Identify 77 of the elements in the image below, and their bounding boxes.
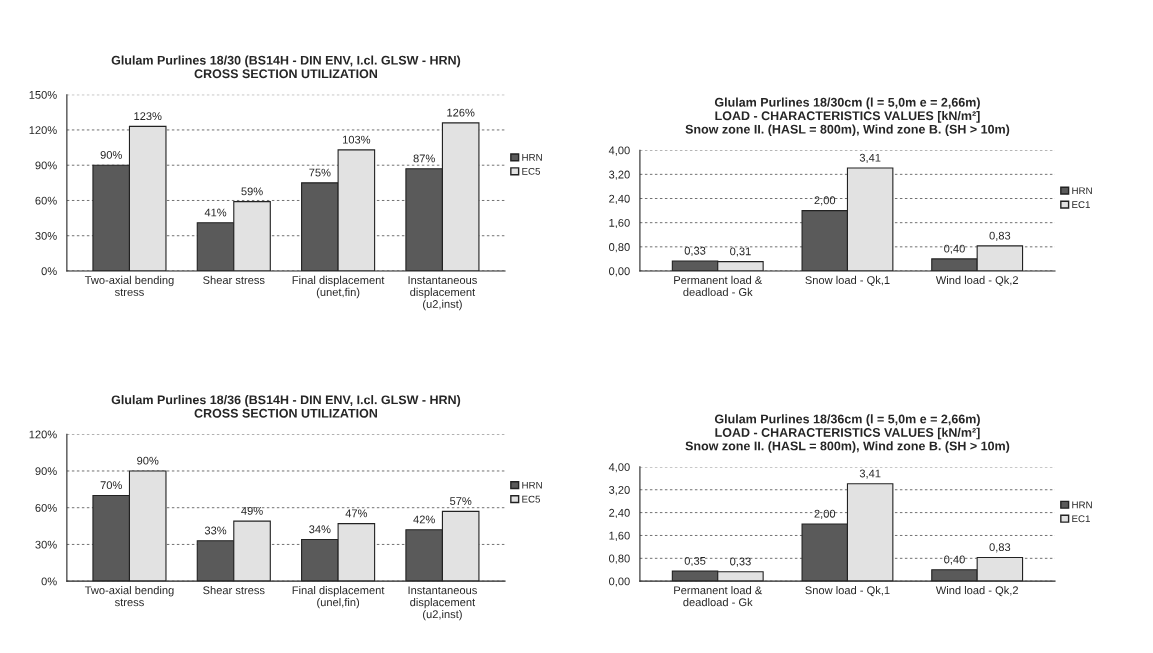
x-tick-label: Instantaneous displacement (u2,inst) — [408, 586, 477, 621]
y-tick-label: 1,60 — [609, 218, 630, 229]
x-tick-label: Instantaneous displacement (u2,inst) — [408, 276, 477, 311]
y-tick-label: 0,80 — [609, 243, 630, 253]
data-label: 2,00 — [814, 509, 836, 519]
y-tick-label: 120% — [29, 430, 57, 439]
x-tick-label: Permanent load & deadload - Gk — [674, 586, 763, 607]
y-tick-label: 0% — [41, 267, 57, 276]
y-tick-label: 2,40 — [609, 508, 630, 519]
chart-title: Glulam Purlines 18/30 (BS14H - DIN ENV, I.cl. GLSW - HRN) CROSS SECTION UTILIZATION — [111, 55, 461, 79]
data-label: 49% — [241, 506, 263, 515]
legend-label: EC5 — [522, 495, 541, 503]
x-tick-label: Final displacement (unet,fin) — [292, 275, 385, 299]
x-tick-label: Wind load - Qk,2 — [935, 586, 1018, 597]
x-tick-label: Final displacement (unel,fin) — [292, 586, 385, 609]
data-label: 3,41 — [859, 469, 881, 479]
legend-label: EC1 — [1072, 515, 1090, 523]
y-tick-label: 4,00 — [608, 146, 630, 156]
data-label: 47% — [345, 509, 368, 518]
data-label: 3,41 — [859, 153, 881, 163]
legend-label: HRN — [1072, 187, 1092, 195]
data-label: 90% — [100, 150, 122, 159]
y-tick-label: 1,60 — [609, 531, 630, 541]
y-tick-label: 0,00 — [609, 267, 630, 277]
data-label: 123% — [134, 112, 162, 121]
x-tick-label: Shear stress — [203, 586, 265, 595]
data-label: 0,83 — [989, 543, 1011, 553]
y-tick-label: 4,00 — [608, 463, 630, 473]
y-tick-label: 0,00 — [609, 577, 630, 587]
data-label: 87% — [413, 154, 435, 163]
data-label: 70% — [100, 481, 122, 490]
chart-title: Glulam Purlines 18/36 (BS14H - DIN ENV, I.cl. GLSW - HRN) CROSS SECTION UTILIZATION — [111, 395, 461, 418]
legend-label: HRN — [1072, 501, 1092, 509]
data-label: 126% — [447, 108, 475, 117]
data-label: 0,31 — [730, 247, 751, 257]
data-label: 0,33 — [684, 246, 706, 256]
data-label: 0,33 — [730, 557, 751, 567]
data-label: 0,35 — [684, 556, 706, 567]
y-tick-label: 90% — [35, 161, 57, 170]
x-tick-label: Snow load - Qk,1 — [805, 275, 890, 287]
data-label: 0,83 — [989, 231, 1011, 241]
legend-label: HRN — [522, 154, 542, 161]
y-tick-label: 2,40 — [609, 194, 630, 204]
data-label: 41% — [204, 208, 227, 217]
y-tick-label: 30% — [35, 540, 57, 549]
y-tick-label: 60% — [35, 196, 57, 205]
y-tick-label: 0,80 — [609, 554, 630, 564]
x-tick-label: Snow load - Qk,1 — [805, 586, 890, 597]
legend-label: HRN — [522, 481, 542, 489]
x-tick-label: Two-axial bending stress — [84, 586, 174, 607]
y-tick-label: 120% — [29, 126, 57, 135]
y-tick-label: 30% — [35, 232, 57, 240]
y-tick-label: 3,20 — [608, 486, 630, 496]
y-tick-label: 150% — [29, 90, 57, 99]
x-tick-label: Two-axial bending stress — [84, 275, 174, 296]
data-label: 59% — [241, 187, 263, 196]
data-label: 34% — [309, 525, 331, 534]
data-label: 2,00 — [814, 196, 836, 206]
data-label: 0,40 — [944, 244, 965, 254]
chart-title: Glulam Purlines 18/36cm (l = 5,0m e = 2,66m) LOAD - CHARACTERISTICS VALUES [kN/m²] Snow zone II. (HASL = 800m), Wind zone B. (SH > 10m) — [685, 414, 1010, 453]
y-tick-label: 90% — [35, 467, 57, 476]
data-label: 90% — [137, 456, 159, 465]
x-tick-label: Wind load - Qk,2 — [935, 275, 1018, 287]
x-tick-label: Shear stress — [203, 275, 265, 285]
y-tick-label: 3,20 — [608, 170, 630, 180]
legend-label: EC1 — [1072, 201, 1090, 209]
data-label: 33% — [204, 526, 227, 535]
data-label: 42% — [413, 515, 435, 524]
x-tick-label: Permanent load & deadload - Gk — [674, 275, 763, 296]
y-tick-label: 0% — [41, 577, 57, 586]
data-label: 57% — [450, 497, 472, 506]
data-label: 103% — [343, 135, 371, 144]
y-tick-label: 60% — [35, 503, 57, 512]
data-label: 0,40 — [944, 555, 965, 565]
legend-label: EC5 — [522, 167, 541, 175]
chart-title: Glulam Purlines 18/30cm (l = 5,0m e = 2,66m) LOAD - CHARACTERISTICS VALUES [kN/m²] Snow zone II. (HASL = 800m), Wind zone B. (SH > 10m) — [685, 97, 1010, 137]
data-label: 75% — [309, 168, 331, 177]
